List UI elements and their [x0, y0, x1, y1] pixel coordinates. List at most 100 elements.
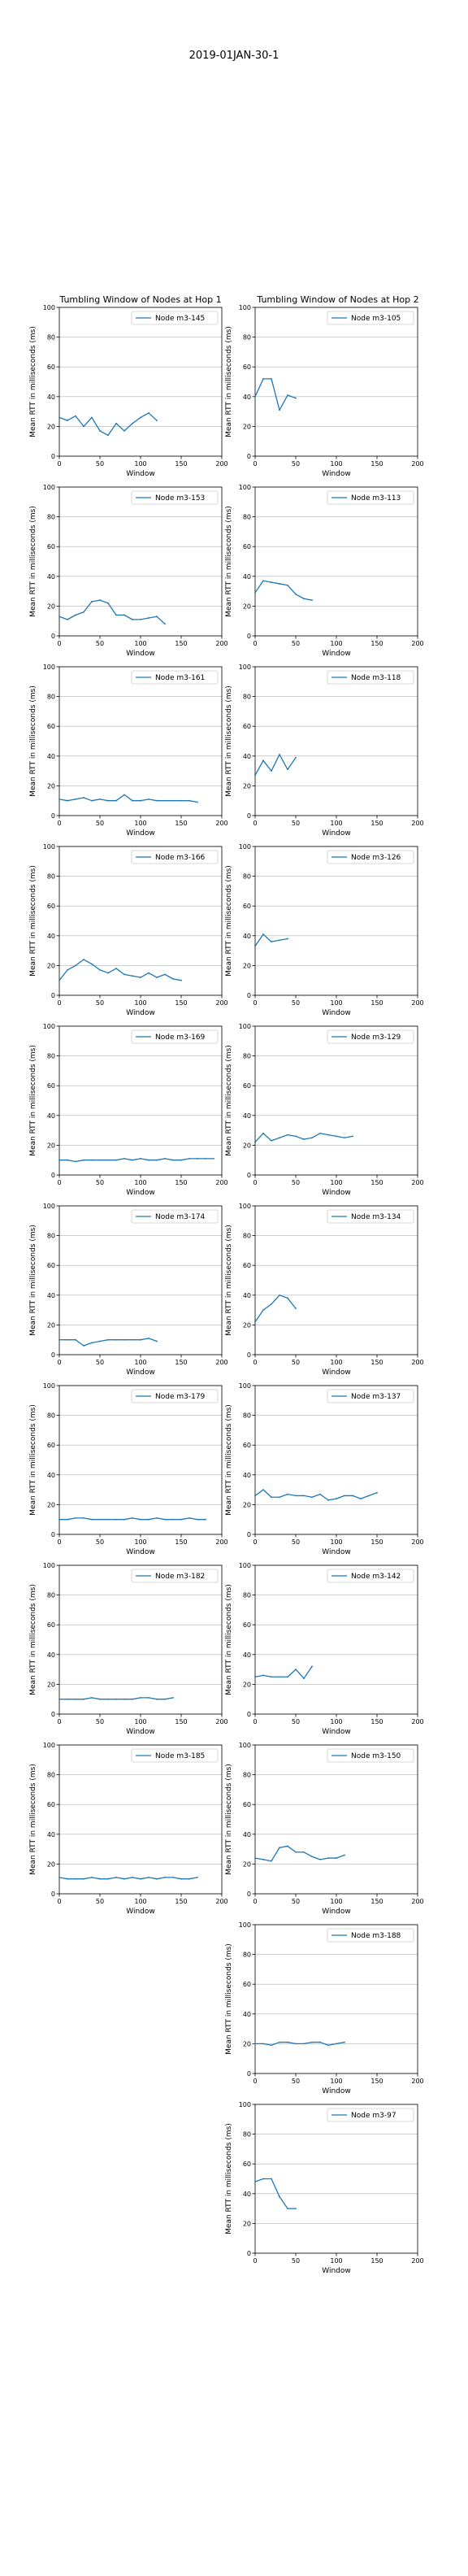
- legend: Node m3-145: [131, 311, 219, 325]
- y-tick-label: 60: [47, 543, 55, 550]
- x-tick-label: 150: [370, 820, 383, 827]
- x-tick-label: 0: [253, 1179, 257, 1186]
- data-point: [115, 968, 117, 969]
- data-point: [164, 973, 166, 976]
- data-point: [311, 1856, 313, 1858]
- y-tick-label: 60: [47, 1621, 55, 1629]
- data-point: [124, 1518, 125, 1521]
- data-point: [360, 1498, 362, 1499]
- y-tick-label: 80: [47, 694, 55, 701]
- y-axis-label: Mean RTT in milliseconds (ms): [29, 1404, 37, 1516]
- x-tick-label: 100: [330, 1718, 342, 1725]
- x-tick-label: 50: [292, 820, 300, 827]
- x-tick-label: 150: [175, 1538, 187, 1546]
- x-tick-label: 0: [57, 1718, 61, 1725]
- plot-frame: [254, 486, 418, 637]
- subplot: 0 20 40 60 80 100 0 50 100 150 200 Window Mean RTT i…: [225, 1023, 424, 1197]
- data-point: [83, 797, 84, 798]
- x-tick-label: 0: [57, 1898, 61, 1905]
- y-tick-label: 0: [247, 1891, 251, 1898]
- y-axis-label: Mean RTT in milliseconds (ms): [29, 1225, 37, 1336]
- plot-frame: [254, 2104, 418, 2254]
- data-point: [140, 799, 141, 802]
- y-axis-label: Mean RTT in milliseconds (ms): [29, 1764, 37, 1875]
- x-tick-label: 100: [330, 2257, 342, 2265]
- x-axis-label: Window: [126, 1368, 155, 1377]
- data-point: [336, 2043, 337, 2045]
- legend: Node m3-129: [327, 1029, 414, 1044]
- y-tick-label: 20: [243, 2040, 251, 2047]
- data-point: [271, 2044, 272, 2047]
- y-tick-label: 80: [47, 1233, 55, 1240]
- data-point: [140, 1696, 141, 1699]
- y-tick-label: 0: [247, 2070, 251, 2078]
- data-point: [262, 377, 264, 380]
- y-tick-label: 80: [47, 1412, 55, 1420]
- legend-entry: Node m3-113: [351, 494, 401, 503]
- plot-frame: [254, 1205, 418, 1355]
- plot-frame: [254, 666, 418, 816]
- legend-box: [327, 850, 414, 864]
- x-tick-label: 200: [411, 2257, 423, 2265]
- y-tick-label: 40: [47, 394, 55, 401]
- x-tick-label: 150: [370, 1179, 383, 1186]
- y-tick-label: 100: [239, 1921, 251, 1929]
- data-point: [205, 1157, 206, 1160]
- y-tick-label: 60: [243, 1981, 251, 1988]
- data-point: [75, 614, 76, 616]
- x-tick-label: 100: [134, 640, 146, 647]
- data-point: [303, 598, 305, 600]
- x-axis-label: Window: [126, 650, 155, 658]
- x-tick-label: 100: [134, 999, 146, 1007]
- subplot: 0 20 40 60 80 100 0 50 100 150 200 Window Mean RTT i…: [225, 1203, 424, 1377]
- x-tick-label: 150: [370, 1538, 383, 1546]
- y-tick-label: 100: [43, 1742, 55, 1749]
- data-point: [91, 601, 93, 603]
- data-point: [83, 425, 84, 428]
- data-point: [287, 1134, 288, 1136]
- x-tick-label: 50: [292, 460, 300, 468]
- y-tick-label: 60: [47, 363, 55, 371]
- data-point: [164, 1518, 166, 1521]
- subplot: 0 20 40 60 80 100 0 50 100 150 200 Window Mean RTT i…: [225, 1921, 424, 2095]
- subplot: 0 20 40 60 80 100 0 50 100 150 200 Window Mean RTT i…: [225, 843, 424, 1017]
- legend: Node m3-153: [131, 490, 219, 505]
- column-title-hop-2: Tumbling Window of Nodes at Hop 2: [256, 294, 418, 305]
- data-point: [327, 2044, 329, 2047]
- data-point: [287, 1845, 288, 1847]
- x-axis-label: Window: [322, 650, 351, 658]
- y-tick-label: 80: [243, 873, 251, 881]
- data-point: [132, 1159, 133, 1161]
- x-tick-label: 200: [411, 460, 423, 468]
- data-point: [279, 1676, 280, 1678]
- data-point: [295, 1308, 297, 1310]
- data-point: [156, 420, 158, 421]
- data-point: [67, 1338, 68, 1341]
- series-line: [58, 959, 182, 981]
- data-point: [148, 972, 150, 974]
- data-point: [262, 2043, 264, 2045]
- x-tick-label: 0: [253, 460, 257, 468]
- x-tick-label: 0: [253, 1359, 257, 1366]
- data-point: [303, 2043, 305, 2045]
- data-point: [262, 1489, 264, 1490]
- x-tick-label: 100: [330, 1179, 342, 1186]
- series-line: [254, 754, 297, 776]
- data-point: [124, 973, 125, 976]
- y-tick-label: 60: [243, 363, 251, 371]
- subplot: 0 20 40 60 80 100 0 50 100 150 200 Window Mean RTT i…: [225, 1562, 424, 1736]
- data-point: [132, 1338, 133, 1341]
- y-tick-label: 20: [47, 1860, 55, 1868]
- x-tick-label: 50: [292, 2078, 300, 2085]
- data-point: [156, 1159, 158, 1161]
- data-point: [254, 1857, 256, 1859]
- data-point: [262, 2178, 264, 2180]
- data-point: [132, 422, 133, 424]
- data-point: [287, 1676, 288, 1678]
- data-point: [132, 618, 133, 620]
- y-tick-label: 80: [47, 1592, 55, 1599]
- data-point: [287, 1297, 288, 1299]
- data-point: [58, 1698, 60, 1700]
- x-tick-label: 100: [134, 1538, 146, 1546]
- legend: Node m3-134: [327, 1209, 414, 1224]
